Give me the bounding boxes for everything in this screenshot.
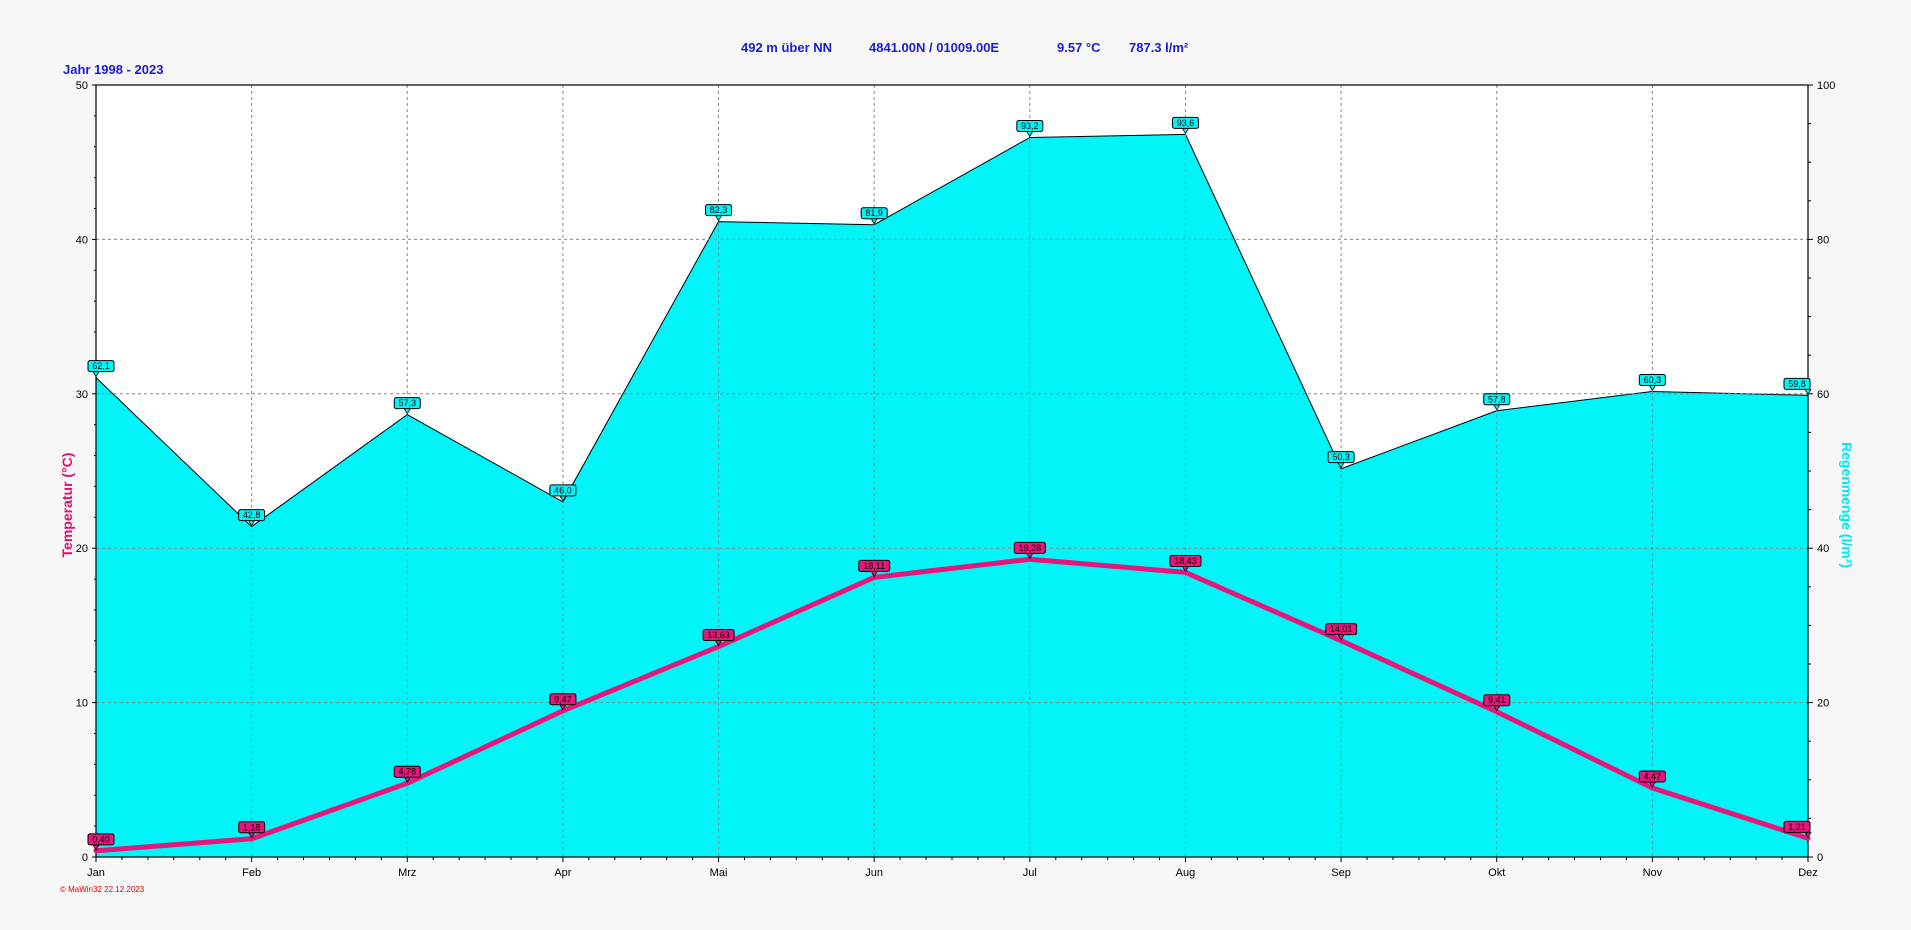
precipitation-area-layer	[95, 85, 1809, 857]
coordinates-label: 4841.00N / 01009.00E	[869, 40, 999, 55]
y-left-tick-label: 30	[76, 389, 88, 401]
temperature-data-label-box	[858, 559, 891, 572]
precipitation-data-label: 62,1	[92, 361, 110, 371]
precipitation-data-label: 57,3	[399, 398, 417, 408]
temperature-data-label-box	[1483, 694, 1511, 707]
data-label-layer: 62,1 42,8 57,3 46,0 82,3 81,9 93,2 93,6 50,3 57,8…	[87, 116, 1812, 851]
temperature-data-label-box	[1013, 541, 1046, 554]
x-tick-label: Nov	[1643, 867, 1663, 879]
temperature-data-label-box	[549, 693, 577, 706]
precipitation-data-label: 57,8	[1488, 394, 1506, 404]
y-left-axis-title: Temperatur (°C)	[59, 453, 75, 558]
temperature-data-label: 13,63	[707, 630, 730, 640]
temperature-line	[93, 556, 1811, 854]
x-tick-label: Apr	[554, 867, 571, 879]
temperature-data-label-box	[702, 629, 735, 642]
tick-layer: 0 10 20 30 40 50 0 20 40 60 80 100 Jan Feb Mrz Apr Mai Ju…	[76, 80, 1836, 879]
temperature-data-label-box	[1169, 554, 1202, 567]
temperature-data-label-box	[1638, 770, 1666, 783]
x-tick-label: Aug	[1176, 867, 1196, 879]
x-tick-label: Dez	[1798, 867, 1818, 879]
temperature-data-label-box	[1783, 820, 1811, 833]
temperature-data-label: 1,21	[1788, 822, 1806, 832]
precipitation-data-label-box	[1483, 393, 1511, 406]
precipitation-data-label-box	[1327, 451, 1355, 464]
y-left-tick-label: 40	[76, 234, 88, 246]
x-tick-label: Mai	[710, 867, 728, 879]
y-left-tick-label: 10	[76, 698, 88, 710]
x-tick-label: Mrz	[398, 867, 416, 879]
x-tick-label: Sep	[1331, 867, 1351, 879]
y-right-tick-label: 60	[1817, 389, 1829, 401]
temperature-data-label: 9,41	[1488, 695, 1506, 705]
precipitation-data-label-box	[1783, 377, 1811, 390]
temperature-data-label: 19,28	[1019, 543, 1042, 553]
temperature-data-label: 1,18	[243, 822, 261, 832]
precipitation-data-label: 93,6	[1177, 118, 1195, 128]
precipitation-data-label-box	[705, 204, 733, 217]
temperature-data-label: 18,11	[863, 561, 885, 571]
y-right-tick-label: 40	[1817, 543, 1829, 555]
precipitation-outline	[95, 133, 1809, 528]
precipitation-area	[96, 134, 1808, 857]
temperature-data-label-box	[393, 765, 421, 778]
y-left-tick-label: 20	[76, 543, 88, 555]
precipitation-data-label: 50,3	[1332, 452, 1350, 462]
precipitation-data-label-box	[87, 360, 115, 373]
precipitation-data-label-box	[1016, 119, 1044, 132]
temperature-data-label: 0,40	[92, 834, 110, 844]
precipitation-data-label: 82,3	[710, 205, 728, 215]
temperature-data-label-box	[1325, 623, 1358, 636]
x-tick-label: Jun	[865, 867, 883, 879]
y-right-axis-title: Regenmenge (l/m²)	[1839, 442, 1855, 568]
precipitation-data-label-box	[860, 207, 888, 220]
precipitation-data-label: 93,2	[1021, 121, 1039, 131]
temperature-data-label-box	[87, 833, 115, 846]
y-right-tick-label: 0	[1817, 852, 1823, 864]
x-tick-label: Jul	[1023, 867, 1037, 879]
x-tick-label: Jan	[87, 867, 105, 879]
x-tick-label: Okt	[1488, 867, 1505, 879]
precipitation-data-label: 46,0	[554, 485, 572, 495]
y-right-tick-label: 100	[1817, 80, 1835, 92]
precipitation-data-label-box	[1171, 116, 1199, 129]
grid-layer	[96, 85, 1808, 857]
precipitation-data-label-box	[549, 484, 577, 497]
credit-label: © MaWin32 22.12.2023	[60, 885, 145, 894]
annual-precipitation-label: 787.3 l/m²	[1129, 40, 1189, 55]
altitude-label: 492 m über NN	[741, 40, 832, 55]
precipitation-data-label-box	[1638, 373, 1666, 386]
temperature-data-label: 4,47	[1644, 771, 1662, 781]
precipitation-data-label-box	[393, 397, 421, 410]
y-right-tick-label: 20	[1817, 698, 1829, 710]
y-right-tick-label: 80	[1817, 234, 1829, 246]
temperature-data-label: 4,78	[399, 767, 417, 777]
temperature-data-label-box	[238, 821, 266, 834]
x-tick-label: Feb	[242, 867, 261, 879]
y-left-tick-label: 50	[76, 80, 88, 92]
temperature-line-layer	[93, 556, 1811, 854]
temperature-data-label: 14,01	[1330, 624, 1353, 634]
precipitation-data-label: 81,9	[865, 208, 883, 218]
precipitation-data-label: 59,8	[1788, 379, 1806, 389]
precipitation-data-label: 42,8	[243, 510, 261, 520]
precipitation-data-label-box	[238, 509, 266, 522]
mean-temperature-label: 9.57 °C	[1057, 40, 1101, 55]
period-label: Jahr 1998 - 2023	[63, 62, 163, 77]
temperature-data-label: 18,43	[1174, 556, 1197, 566]
precipitation-data-label: 60,3	[1644, 375, 1662, 385]
temperature-data-label: 9,47	[554, 694, 572, 704]
y-left-tick-label: 0	[82, 852, 88, 864]
